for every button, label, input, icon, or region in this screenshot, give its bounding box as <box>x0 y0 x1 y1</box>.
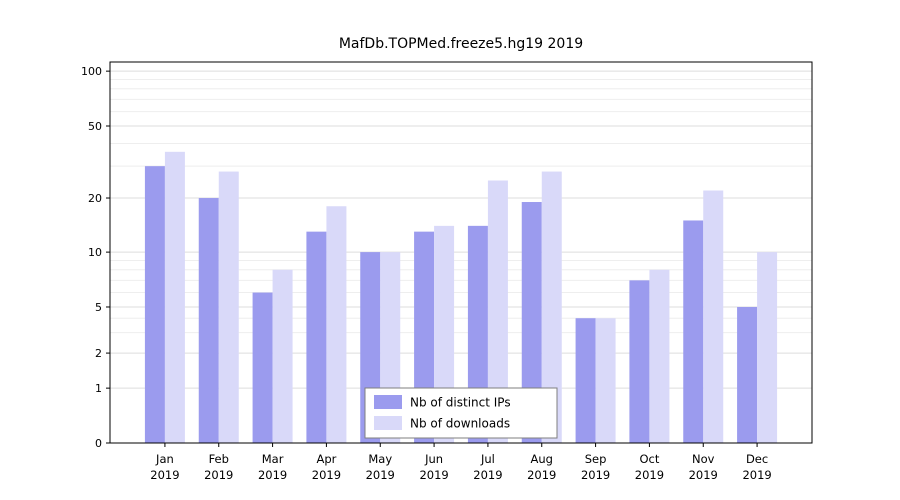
bar-downloads-apr <box>326 206 347 443</box>
bar-downloads-nov <box>703 190 724 443</box>
bar-downloads-aug <box>541 171 562 443</box>
bar-downloads-oct <box>649 269 670 443</box>
bar-distinct-ips-apr <box>306 231 327 443</box>
y-tick-label: 2 <box>95 347 102 360</box>
x-tick-label-may: May 2019 <box>366 452 395 482</box>
x-tick-label-mar: Mar 2019 <box>258 452 287 482</box>
y-tick-label: 50 <box>88 120 102 133</box>
bar-downloads-dec <box>757 252 778 443</box>
x-tick-label-jun: Jun 2019 <box>419 452 448 482</box>
x-tick-label-aug: Aug 2019 <box>527 452 556 482</box>
chart-title: MafDb.TOPMed.freeze5.hg19 2019 <box>338 36 584 52</box>
bar-downloads-sep <box>595 318 616 443</box>
bar-distinct-ips-jan <box>144 166 165 443</box>
y-tick-label: 5 <box>95 301 102 314</box>
x-tick-label-apr: Apr 2019 <box>312 452 341 482</box>
y-tick-label: 100 <box>81 65 102 78</box>
legend-label-distinct-ips: Nb of distinct IPs <box>410 396 511 410</box>
bar-distinct-ips-feb <box>198 198 219 443</box>
bar-distinct-ips-aug <box>521 202 542 443</box>
bar-downloads-jul <box>487 180 508 443</box>
x-tick-label-sep: Sep 2019 <box>581 452 610 482</box>
bar-downloads-feb <box>218 171 239 443</box>
x-tick-label-nov: Nov 2019 <box>689 452 718 482</box>
bar-downloads-jan <box>164 151 185 443</box>
y-tick-label: 20 <box>88 192 102 205</box>
x-tick-label-jul: Jul 2019 <box>473 452 502 482</box>
bar-distinct-ips-nov <box>683 220 704 443</box>
x-tick-label-jan: Jan 2019 <box>150 452 179 482</box>
bar-distinct-ips-sep <box>575 318 596 443</box>
y-tick-label: 0 <box>95 437 102 450</box>
bar-distinct-ips-dec <box>737 306 758 443</box>
legend-swatch-distinct-ips <box>374 395 402 409</box>
x-tick-label-oct: Oct 2019 <box>635 452 664 482</box>
x-tick-label-feb: Feb 2019 <box>204 452 233 482</box>
bar-distinct-ips-oct <box>629 280 650 443</box>
legend-swatch-downloads <box>374 416 402 430</box>
bar-downloads-mar <box>272 269 293 443</box>
y-tick-label: 1 <box>95 382 102 395</box>
bar-distinct-ips-mar <box>252 292 273 443</box>
legend-label-downloads: Nb of downloads <box>410 417 510 431</box>
y-tick-label: 10 <box>88 246 102 259</box>
x-tick-label-dec: Dec 2019 <box>742 452 771 482</box>
